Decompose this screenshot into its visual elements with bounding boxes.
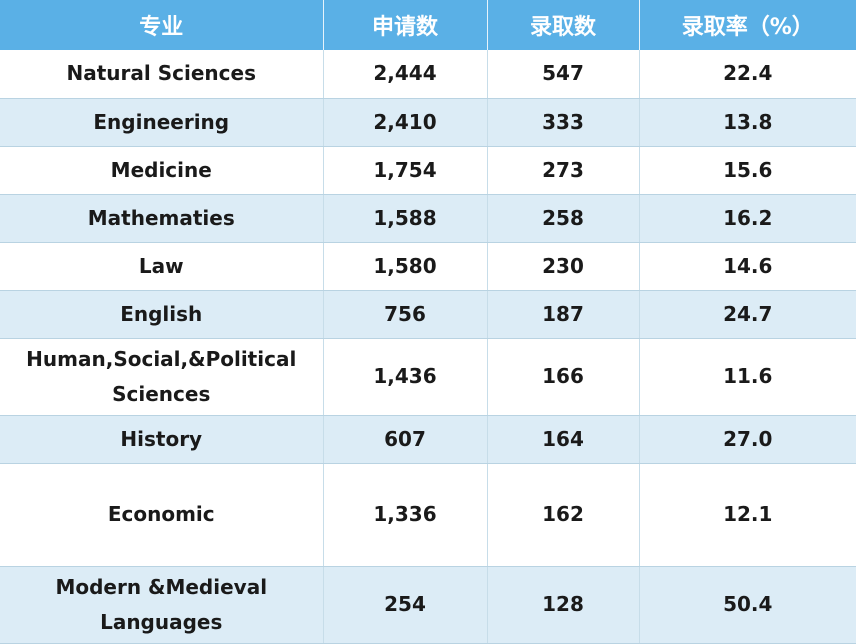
- cell-major: Modern &Medieval Languages: [0, 566, 323, 644]
- cell-major: Engineering: [0, 98, 323, 147]
- cell-admission-rate: 16.2: [638, 194, 856, 243]
- cell-major: Natural Sciences: [0, 50, 323, 99]
- cell-major: Mathematies: [0, 194, 323, 243]
- cell-admissions: 187: [486, 290, 639, 339]
- cell-applications: 2,444: [322, 50, 487, 99]
- table-row: Engineering 2,410 333 13.8: [0, 98, 856, 147]
- cell-admission-rate: 22.4: [638, 50, 856, 99]
- table-body: Natural Sciences 2,444 547 22.4 Engineering 2…: [0, 50, 856, 644]
- cell-major: Economic: [0, 463, 323, 567]
- cell-admission-rate: 50.4: [638, 566, 856, 644]
- cell-applications: 756: [322, 290, 487, 339]
- cell-major: History: [0, 415, 323, 464]
- cell-admissions: 258: [486, 194, 639, 243]
- cell-admission-rate: 24.7: [638, 290, 856, 339]
- cell-admissions: 547: [486, 50, 639, 99]
- table-row: Modern &Medieval Languages 254 128 50.4: [0, 566, 856, 644]
- cell-applications: 1,580: [322, 242, 487, 291]
- cell-admissions: 128: [486, 566, 639, 644]
- header-cell-applications: 申请数: [322, 0, 487, 50]
- cell-admissions: 333: [486, 98, 639, 147]
- cell-admission-rate: 11.6: [638, 338, 856, 416]
- table-row: Medicine 1,754 273 15.6: [0, 146, 856, 195]
- cell-admission-rate: 13.8: [638, 98, 856, 147]
- cell-applications: 1,336: [322, 463, 487, 567]
- cell-admission-rate: 14.6: [638, 242, 856, 291]
- cell-applications: 607: [322, 415, 487, 464]
- cell-admissions: 230: [486, 242, 639, 291]
- header-cell-admissions: 录取数: [486, 0, 639, 50]
- table-row: Economic 1,336 162 12.1: [0, 463, 856, 567]
- cell-major: Law: [0, 242, 323, 291]
- table-row: Natural Sciences 2,444 547 22.4: [0, 50, 856, 99]
- cell-admission-rate: 12.1: [638, 463, 856, 567]
- cell-applications: 2,410: [322, 98, 487, 147]
- header-cell-admission-rate: 录取率（%）: [638, 0, 856, 50]
- cell-admissions: 166: [486, 338, 639, 416]
- cell-admissions: 164: [486, 415, 639, 464]
- table-row: Mathematies 1,588 258 16.2: [0, 194, 856, 243]
- header-row: 专业 申请数 录取数 录取率（%）: [0, 0, 856, 50]
- cell-major: English: [0, 290, 323, 339]
- header-cell-major: 专业: [0, 0, 323, 50]
- cell-applications: 254: [322, 566, 487, 644]
- table-row: English 756 187 24.7: [0, 290, 856, 339]
- cell-admissions: 273: [486, 146, 639, 195]
- cell-applications: 1,754: [322, 146, 487, 195]
- table-row: Human,Social,&Political Sciences 1,436 166…: [0, 338, 856, 416]
- cell-applications: 1,436: [322, 338, 487, 416]
- table-row: History 607 164 27.0: [0, 415, 856, 464]
- cell-admission-rate: 15.6: [638, 146, 856, 195]
- cell-applications: 1,588: [322, 194, 487, 243]
- cell-admission-rate: 27.0: [638, 415, 856, 464]
- cell-major: Human,Social,&Political Sciences: [0, 338, 323, 416]
- cell-major: Medicine: [0, 146, 323, 195]
- table-row: Law 1,580 230 14.6: [0, 242, 856, 291]
- cell-admissions: 162: [486, 463, 639, 567]
